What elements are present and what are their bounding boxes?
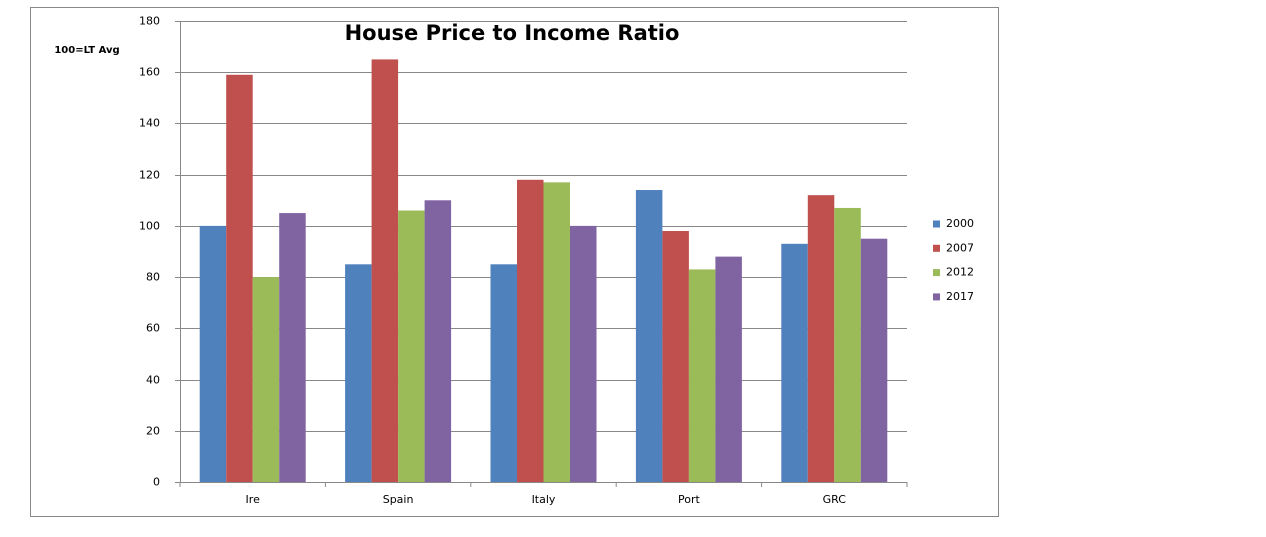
legend-label: 2017 — [946, 290, 974, 303]
legend-label: 2012 — [946, 266, 974, 279]
legend-label: 2007 — [946, 241, 974, 254]
bar — [226, 74, 253, 483]
legend-label: 2000 — [946, 217, 974, 230]
legend-swatch — [933, 269, 940, 277]
bar — [688, 269, 716, 482]
legend-swatch — [933, 293, 940, 301]
x-tick-label: Spain — [383, 493, 414, 506]
legend-swatch — [933, 220, 940, 228]
bar — [199, 225, 227, 482]
bar — [279, 213, 306, 483]
bar — [860, 238, 888, 482]
y-tick-label: 100 — [139, 220, 160, 233]
x-tick-label: GRC — [823, 493, 847, 506]
legend-swatch — [933, 244, 940, 252]
bar — [807, 195, 835, 482]
bar — [834, 207, 861, 482]
bar — [635, 190, 663, 483]
y-tick-label: 60 — [146, 322, 160, 335]
x-tick-label: Port — [678, 493, 700, 506]
bar — [662, 231, 689, 482]
bar — [543, 182, 570, 482]
y-tick-label: 40 — [146, 374, 160, 387]
bar — [398, 210, 425, 482]
x-tick-label: Ire — [246, 493, 261, 506]
y-tick-label: 120 — [139, 169, 160, 182]
bar — [252, 277, 280, 482]
y-tick-label: 140 — [139, 117, 160, 130]
bar — [715, 256, 742, 482]
bar — [345, 264, 372, 482]
bar — [781, 243, 808, 482]
chart-title: House Price to Income Ratio — [345, 21, 680, 45]
x-tick-label: Italy — [532, 493, 556, 506]
y-tick-label: 160 — [139, 66, 160, 79]
y-tick-label: 180 — [139, 15, 160, 28]
bar — [490, 264, 517, 482]
y-tick-label: 80 — [146, 271, 160, 284]
bar — [371, 59, 399, 483]
bar — [424, 200, 452, 482]
bar — [517, 179, 544, 483]
y-tick-label: 0 — [153, 476, 160, 489]
y-axis-label: 100=LT Avg — [54, 45, 119, 56]
bar — [570, 225, 597, 482]
y-tick-label: 20 — [146, 425, 160, 438]
